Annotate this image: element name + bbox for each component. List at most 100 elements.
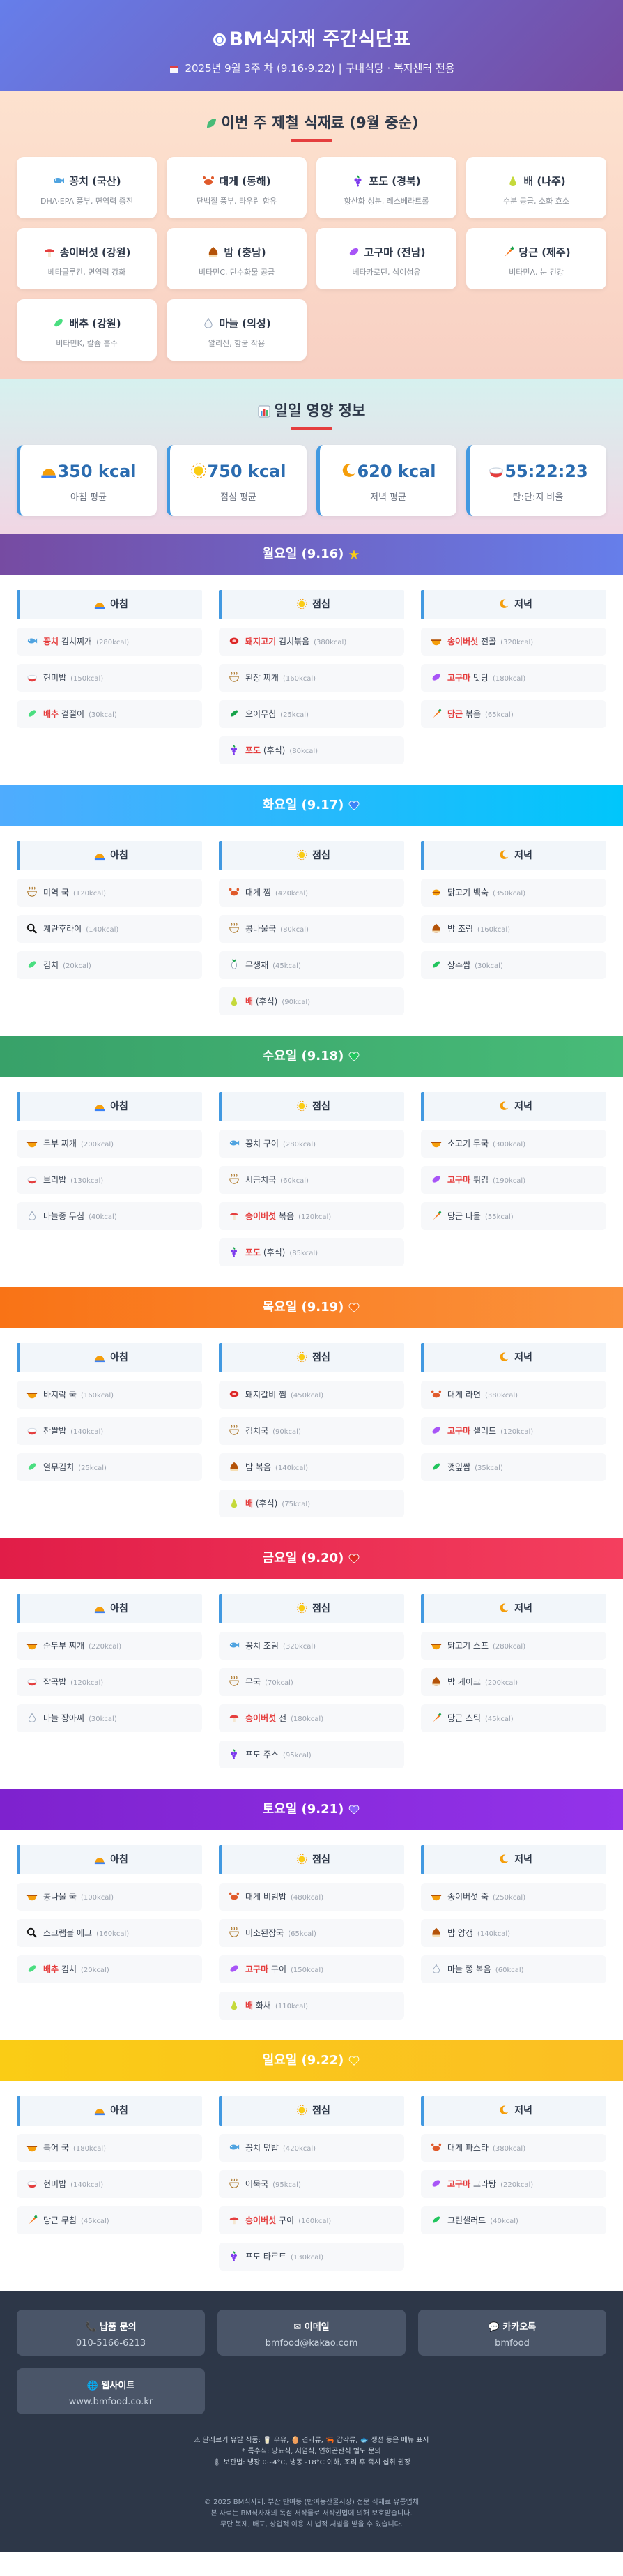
ingredient-card: 배추 (강원) 비타민K, 칼슘 흡수 [17,299,157,361]
copyright-line: 본 자료는 BM식자재의 독점 저작물로 저작권법에 의해 보호받습니다. [210,2510,413,2517]
sunrise-icon [93,1345,106,1363]
menu-item: 꽁치 구이 (280kcal) [219,1130,404,1158]
menu-item-kcal: (20kcal) [63,962,91,970]
seasonal-ingredients-section: 이번 주 제철 식재료 (9월 중순) 꽁치 (국산) DHA·EPA 풍부, 면… [0,91,623,379]
menu-item-name: 어묵국 [245,2179,269,2189]
contact-grid: 📞 납품 문의 010-5166-6213 ✉ 이메일 bmfood@kakao.co… [17,2310,606,2414]
contact-value[interactable]: www.bmfood.co.kr [68,2397,153,2407]
menu-item: 마늘종 무침 (40kcal) [17,1202,202,1230]
contact-value[interactable]: bmfood [495,2338,530,2349]
menu-item-kcal: (120kcal) [500,1428,534,1436]
day-meals: 아침 미역 국 (120kcal) 계란후라이 (140kcal) 김치 (20kcal) 점… [0,826,623,1036]
day-title: 목요일 (9.19) [262,1300,344,1314]
chestnut-icon [431,1670,443,1686]
day-header: 화요일 (9.17) [0,785,623,826]
menu-item-name: 밤 양갱 [447,1928,473,1938]
note-line: ⚠ 알레르기 유발 식품: 🥛 우유, 🥚 견과류, 🦐 갑각류, 🐟 생선 등… [194,2437,429,2444]
menu-item-kcal: (120kcal) [298,1213,332,1221]
cabbage-icon [52,317,65,329]
ingredient-name-text: 고구마 (전남) [364,246,426,259]
nutrition-label: 점심 평균 [220,492,256,503]
nutrition-label: 저녁 평균 [370,492,406,503]
menu-item-kcal: (200kcal) [484,1679,518,1687]
menu-item: 밤 볶음 (140kcal) [219,1453,404,1481]
sun-icon [295,2098,308,2116]
meal-title-text: 저녁 [514,2105,532,2116]
meal-breakfast: 아침 콩나물 국 (100kcal) 스크램블 에그 (160kcal) 배추 김치 (20… [17,1845,202,2020]
menu-item-name: 콩나물 국 [43,1892,77,1902]
meal-title: 아침 [17,1845,202,1874]
menu-item-kcal: (40kcal) [490,2218,518,2225]
menu-item: 꽁치 조림 (320kcal) [219,1632,404,1660]
ingredient-name-text: 포도 (경북) [369,175,421,188]
copyright-line: 무단 복제, 배포, 상업적 이용 시 법적 처벌을 받을 수 있습니다. [220,2521,403,2529]
menu-item-kcal: (45kcal) [80,2218,109,2225]
contact-card[interactable]: 💬 카카오톡 bmfood [418,2310,606,2356]
sun-icon [295,843,308,861]
menu-item: 포도 (후식) (80kcal) [219,736,404,764]
contact-card[interactable]: 🌐 웹사이트 www.bmfood.co.kr [17,2368,205,2414]
menu-item-kcal: (480kcal) [291,1894,324,1902]
sunrise-icon [93,843,106,861]
chestnut-icon [431,917,443,933]
menu-item-name: 두부 찌개 [43,1139,77,1149]
menu-item: 그린샐러드 (40kcal) [421,2206,606,2234]
menu-item-highlight: 고구마 [447,1175,471,1185]
sweet-potato-icon [229,1957,241,1972]
yellow-heart-icon [348,2043,360,2066]
menu-item: 밤 케이크 (200kcal) [421,1668,606,1696]
meal-title-text: 아침 [110,1101,128,1112]
lettuce-icon [431,953,443,968]
garlic-icon [26,1706,39,1722]
sunrise-icon [93,592,106,609]
pot-icon [431,1634,443,1650]
sweet-potato-icon [431,2172,443,2187]
menu-item: 미소된장국 (65kcal) [219,1919,404,1947]
menu-item-highlight: 고구마 [245,1964,269,1974]
menu-item: 마늘 쫑 볶음 (60kcal) [421,1955,606,1983]
menu-item: 닭고기 스프 (280kcal) [421,1632,606,1660]
ingredient-name: 송이버섯 (강원) [17,245,157,259]
meal-title-text: 저녁 [514,1352,532,1363]
crab-icon [431,1383,443,1398]
contact-value[interactable]: 010-5166-6213 [75,2338,146,2349]
menu-item-kcal: (100kcal) [80,1894,114,1902]
rice-icon [26,1168,39,1184]
contact-value[interactable]: bmfood@kakao.com [265,2338,358,2349]
moon-icon [340,462,355,477]
menu-item-kcal: (320kcal) [282,1643,316,1651]
nutrition-label: 아침 평균 [70,492,107,503]
contact-card[interactable]: 📞 납품 문의 010-5166-6213 [17,2310,205,2356]
menu-item-kcal: (130kcal) [70,1177,104,1185]
menu-item: 대게 비빔밥 (480kcal) [219,1883,404,1911]
meal-dinner: 저녁 닭고기 백숙 (350kcal) 밤 조림 (160kcal) 상추쌈 (30kcal… [421,841,606,1015]
ingredient-card: 꽁치 (국산) DHA·EPA 풍부, 면역력 증진 [17,157,157,218]
carrot-icon [26,2208,39,2225]
day-meals: 아침 순두부 찌개 (220kcal) 잡곡밥 (120kcal) 마늘 장아찌 (30kc… [0,1579,623,1789]
menu-item: 당근 무침 (45kcal) [17,2206,202,2234]
plate-icon [212,31,226,46]
carrot-icon [431,702,443,718]
contact-card[interactable]: ✉ 이메일 bmfood@kakao.com [217,2310,406,2356]
meal-title: 아침 [17,590,202,619]
fish-icon [229,1132,241,1146]
crab-icon [229,881,241,896]
copyright-line: © 2025 BM식자재. 부산 반여동 (반여농산물시장) 전문 식재료 유통… [203,2499,420,2506]
fish-icon [52,174,65,187]
meal-title: 점심 [219,1343,404,1372]
sunrise-icon [93,1094,106,1112]
menu-item-kcal: (40kcal) [89,1213,117,1221]
menu-item-kcal: (45kcal) [484,1715,514,1723]
menu-item-name: 시금치국 [245,1175,277,1185]
menu-item-highlight: 배추 [43,709,59,719]
sun-icon [295,592,308,609]
garlic-icon [431,1957,443,1973]
mushroom-icon [43,245,56,258]
copyright: © 2025 BM식자재. 부산 반여동 (반여농산물시장) 전문 식재료 유통… [17,2497,606,2531]
menu-item: 당근 나물 (55kcal) [421,1202,606,1230]
meal-title: 점심 [219,1594,404,1623]
menu-item-kcal: (280kcal) [282,1141,316,1149]
menu-item-name: 소고기 무국 [447,1139,489,1149]
day-meals: 아침 바지락 국 (160kcal) 찬쌀밥 (140kcal) 열무김치 (25kcal)… [0,1328,623,1538]
menu-item: 송이버섯 죽 (250kcal) [421,1883,606,1911]
